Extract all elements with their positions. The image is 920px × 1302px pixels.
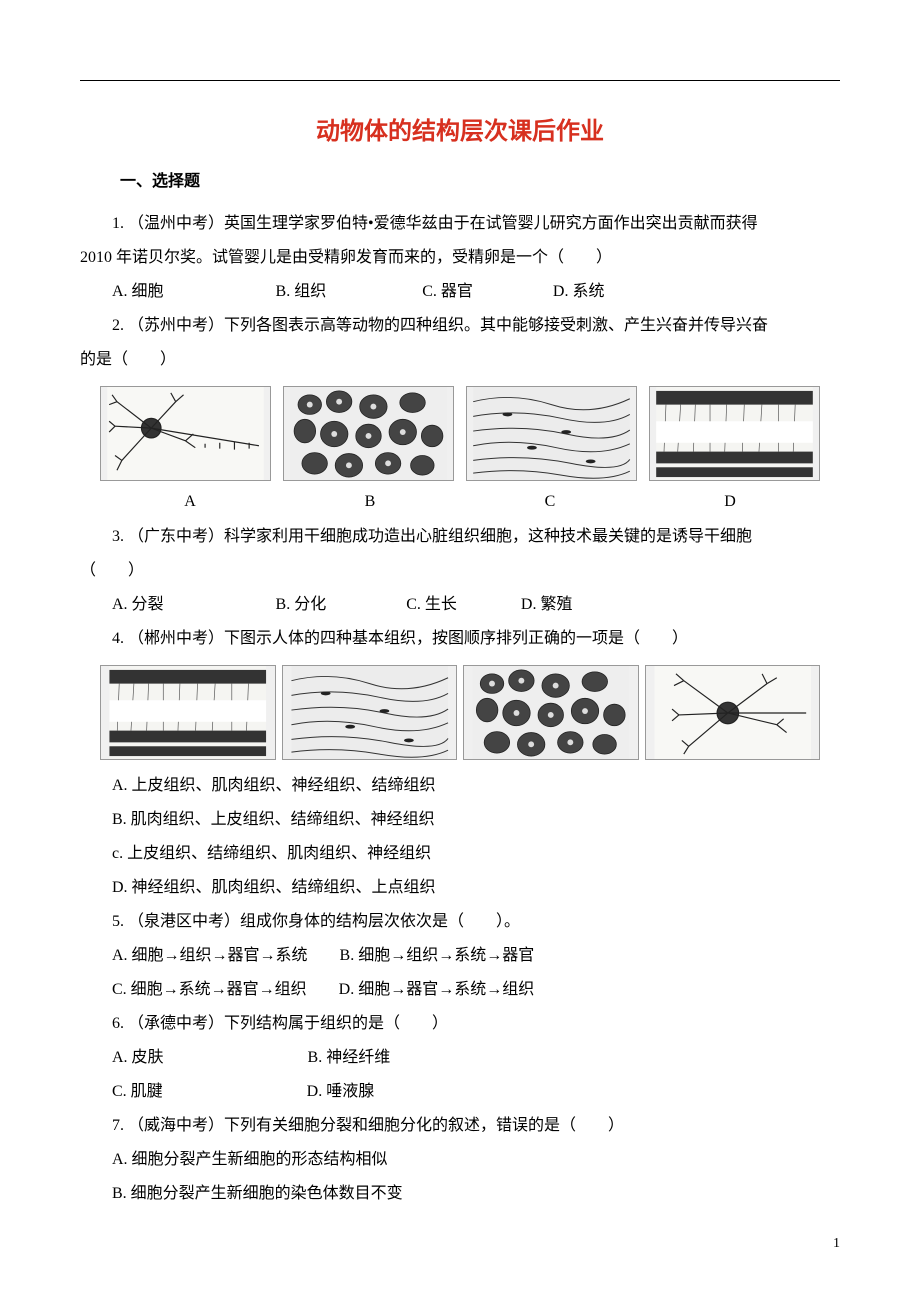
q6-text: 6. （承德中考）下列结构属于组织的是（ ） <box>80 1008 840 1040</box>
q7-text: 7. （威海中考）下列有关细胞分裂和细胞分化的叙述，错误的是（ ） <box>80 1110 840 1142</box>
q3-line1: 3. （广东中考）科学家利用干细胞成功造出心脏组织细胞，这种技术最关键的是诱导干… <box>80 521 840 553</box>
q4-text: 4. （郴州中考）下图示人体的四种基本组织，按图顺序排列正确的一项是（ ） <box>80 623 840 655</box>
q4-image-2 <box>282 665 458 760</box>
q2-label-row: A B C D <box>100 493 820 511</box>
q7-opt-a: A. 细胞分裂产生新细胞的形态结构相似 <box>80 1144 840 1176</box>
q2-image-a <box>100 386 271 481</box>
q5-text: 5. （泉港区中考）组成你身体的结构层次依次是（ ）。 <box>80 906 840 938</box>
q5-line1: A. 细胞→组织→器官→系统 B. 细胞→组织→系统→器官 <box>80 940 840 972</box>
q1-line2: 2010 年诺贝尔奖。试管婴儿是由受精卵发育而来的，受精卵是一个（ ） <box>80 242 840 274</box>
q2-line2: 的是（ ） <box>80 344 840 376</box>
q7-opt-b: B. 细胞分裂产生新细胞的染色体数目不变 <box>80 1178 840 1210</box>
q4-opt-c: c. 上皮组织、结缔组织、肌肉组织、神经组织 <box>80 838 840 870</box>
q3-options: A. 分裂 B. 分化 C. 生长 D. 繁殖 <box>80 589 840 621</box>
q2-label-d: D <box>640 493 820 511</box>
q6-line2: C. 肌腱 D. 唾液腺 <box>80 1076 840 1108</box>
q4-opt-b: B. 肌肉组织、上皮组织、结缔组织、神经组织 <box>80 804 840 836</box>
q2-label-a: A <box>100 493 280 511</box>
top-horizontal-rule <box>80 80 840 81</box>
q6-line1: A. 皮肤 B. 神经纤维 <box>80 1042 840 1074</box>
document-title: 动物体的结构层次课后作业 <box>80 111 840 146</box>
q2-image-row: A B C D <box>100 386 820 511</box>
q5-line2: C. 细胞→系统→器官→组织 D. 细胞→器官→系统→组织 <box>80 974 840 1006</box>
q1-line1: 1. （温州中考）英国生理学家罗伯特•爱德华兹由于在试管婴儿研究方面作出突出贡献… <box>80 208 840 240</box>
q2-line1: 2. （苏州中考）下列各图表示高等动物的四种组织。其中能够接受刺激、产生兴奋并传… <box>80 310 840 342</box>
q4-opt-a: A. 上皮组织、肌肉组织、神经组织、结缔组织 <box>80 770 840 802</box>
q2-image-b <box>283 386 454 481</box>
q4-image-4 <box>645 665 821 760</box>
q3-line2: （ ） <box>80 555 840 587</box>
q4-opt-d: D. 神经组织、肌肉组织、结缔组织、上点组织 <box>80 872 840 904</box>
q4-image-row <box>100 665 820 760</box>
q1-options: A. 细胞 B. 组织 C. 器官 D. 系统 <box>80 276 840 308</box>
section-1-header: 一、选择题 <box>120 166 840 198</box>
q2-image-c <box>466 386 637 481</box>
q4-image-1 <box>100 665 276 760</box>
q2-image-d <box>649 386 820 481</box>
q2-label-c: C <box>460 493 640 511</box>
page-number: 1 <box>833 1236 840 1252</box>
q4-image-3 <box>463 665 639 760</box>
q2-label-b: B <box>280 493 460 511</box>
